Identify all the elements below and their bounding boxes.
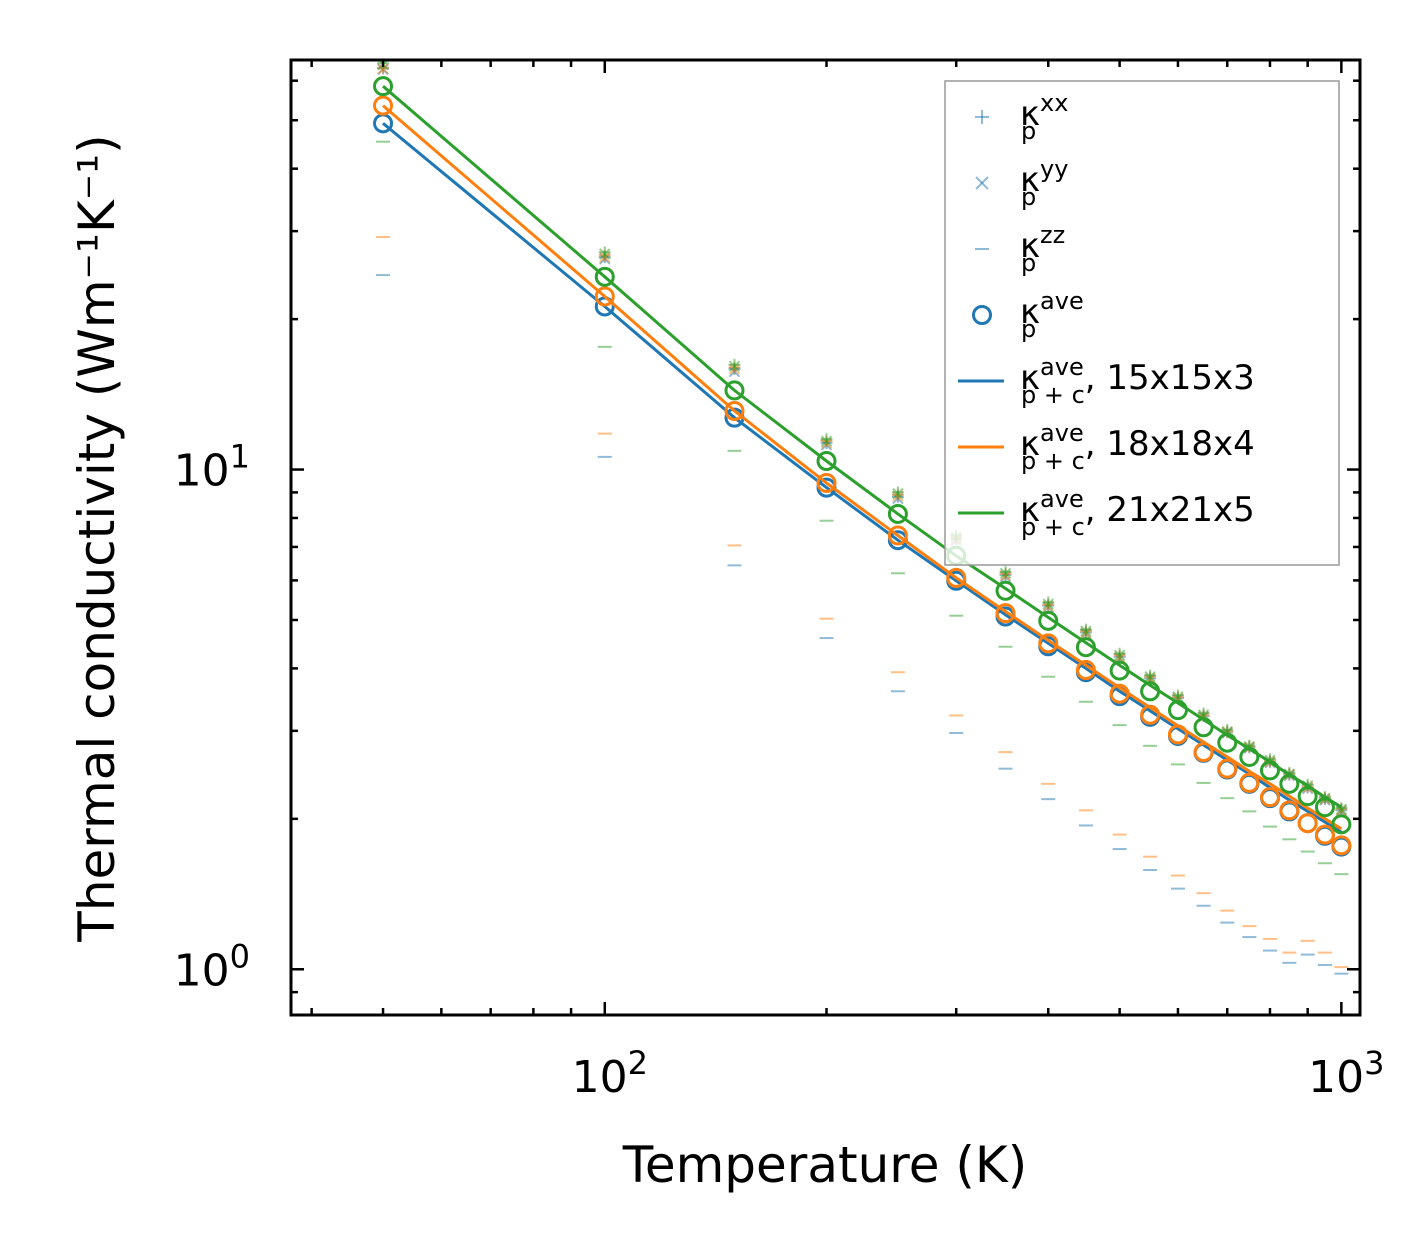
kappa-ave-marker — [1038, 633, 1059, 654]
kappa-ave-marker — [594, 286, 615, 307]
kappa-ave-marker — [1109, 683, 1130, 704]
kappa-ave-marker — [887, 503, 908, 524]
kappa-ave-marker — [1140, 681, 1161, 702]
kappa-ave-marker — [1297, 813, 1318, 834]
kappa-yy-b — [728, 360, 741, 372]
legend-entry-5: κave p + c, 18x18x4 — [958, 419, 1255, 475]
legend-entry-1: κyy p — [975, 155, 1068, 211]
y-tick-label: 101 — [174, 438, 250, 497]
kappa-yy-b — [599, 248, 611, 260]
kappa-yy-b — [1042, 598, 1054, 610]
kappa-ave-marker — [1314, 824, 1335, 845]
plot-area — [373, 60, 1352, 975]
kappa-yy-marker — [820, 435, 833, 447]
legend-entry-2: κzz p — [975, 221, 1065, 277]
kappa-ave-marker — [887, 525, 908, 546]
kappa-yy-marker — [999, 567, 1012, 579]
kappa-pc-ave-line — [382, 104, 1343, 831]
kappa-yy-marker — [1042, 598, 1054, 610]
kappa-yy-marker — [1144, 670, 1156, 683]
kappa-xx-marker — [598, 246, 611, 259]
kappa-ave-marker — [1279, 773, 1300, 794]
kappa-yy-b — [820, 435, 833, 447]
kappa-xx-marker — [1042, 596, 1055, 609]
kappa-ave-marker — [373, 76, 394, 97]
kappa-ave-marker — [1038, 610, 1059, 631]
legend-label: κave p + c, 15x15x3 — [1020, 353, 1255, 409]
kappa-ave-marker — [816, 451, 837, 472]
kappa-yy-b — [892, 487, 904, 500]
legend-label: κzz p — [1020, 221, 1065, 277]
kappa-ave-marker — [1217, 732, 1238, 753]
legend-label: κave p — [1020, 287, 1084, 343]
kappa-yy-marker — [599, 248, 611, 260]
kappa-ave-marker — [1109, 660, 1130, 681]
kappa-pc-ave-line — [382, 122, 1343, 834]
legend-entry-0: κxx p — [975, 89, 1068, 145]
kappa-ave-marker — [724, 380, 745, 401]
kappa-yy-b — [1113, 649, 1126, 661]
kappa-ave-marker — [946, 567, 967, 588]
plot-series-group — [373, 60, 1352, 975]
kappa-ave-marker — [1297, 786, 1318, 807]
y-axis-title: Thermal conductivity (Wm⁻¹K⁻¹) — [68, 134, 126, 942]
kappa-xx-marker — [1113, 647, 1126, 660]
kappa-ave-marker — [1259, 760, 1280, 781]
legend-entry-6: κave p + c, 21x21x5 — [958, 485, 1255, 541]
kappa-ave-marker — [1193, 742, 1214, 763]
legend-label: κyy p — [1020, 155, 1068, 211]
legend-cross-b — [975, 176, 989, 190]
legend: κxx p κyy p κzz p κave p κave p + c, 15x15x3 κave p… — [944, 80, 1340, 566]
kappa-ave-marker — [995, 603, 1016, 624]
kappa-yy-b — [1080, 625, 1092, 637]
kappa-yy-b — [1144, 670, 1156, 683]
x-tick-label: 103 — [1308, 1044, 1384, 1103]
legend-frame — [944, 80, 1340, 566]
legend-circle — [972, 305, 992, 325]
kappa-ave-marker — [1314, 797, 1335, 818]
kappa-ave-marker — [1167, 724, 1188, 745]
legend-label: κave p + c, 18x18x4 — [1020, 419, 1255, 475]
kappa-xx-marker — [820, 433, 833, 446]
x-axis-title: Temperature (K) — [622, 1136, 1027, 1194]
kappa-ave-marker — [1075, 637, 1096, 658]
kappa-ave-marker — [724, 400, 745, 421]
legend-label: κave p + c, 21x21x5 — [1020, 485, 1255, 541]
kappa-yy-marker — [892, 487, 904, 500]
kappa-ave-marker — [594, 266, 615, 287]
kappa-yy-b — [1335, 803, 1348, 815]
kappa-yy-marker — [1113, 649, 1126, 661]
kappa-ave-marker — [1193, 717, 1214, 738]
legend-entry-4: κave p + c, 15x15x3 — [958, 353, 1255, 409]
y-tick-label: 100 — [174, 937, 250, 996]
kappa-ave-marker — [1217, 758, 1238, 779]
kappa-yy-b — [999, 567, 1012, 579]
kappa-ave-marker — [1279, 800, 1300, 821]
kappa-ave-marker — [1239, 772, 1260, 793]
kappa-pc-ave-line — [382, 85, 1343, 809]
kappa-ave-marker — [1140, 704, 1161, 725]
kappa-yy-marker — [1080, 625, 1092, 637]
kappa-ave-marker — [1331, 814, 1352, 835]
kappa-ave-marker — [816, 472, 837, 493]
kappa-ave-marker — [1075, 660, 1096, 681]
kappa-ave-marker — [373, 95, 394, 116]
kappa-yy-marker — [728, 360, 741, 372]
legend-entry-3: κave p — [972, 287, 1084, 343]
legend-label: κxx p — [1020, 89, 1068, 145]
kappa-ave-marker — [995, 580, 1016, 601]
kappa-ave-marker — [1259, 787, 1280, 808]
x-tick-label: 102 — [572, 1044, 648, 1103]
kappa-ave-marker — [1167, 700, 1188, 721]
series-21x21x5 — [373, 60, 1352, 876]
kappa-ave-marker — [1331, 835, 1352, 856]
kappa-ave-marker — [1239, 746, 1260, 767]
axes: 102 103 100 101 — [174, 58, 1385, 1103]
